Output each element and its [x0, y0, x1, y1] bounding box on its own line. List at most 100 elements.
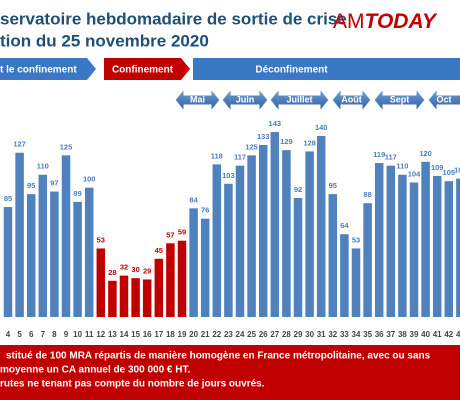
value-label: 30 [131, 265, 139, 274]
value-label: 117 [385, 153, 397, 162]
x-tick-label: 7 [41, 330, 46, 339]
footnote: rutes ne tenant pas compte du nombre de … [0, 379, 265, 390]
bar [316, 135, 326, 317]
value-label: 140 [315, 123, 328, 132]
x-tick-label: 30 [305, 330, 314, 339]
footnote: stitué de 100 MRA répartis de manière ho… [6, 351, 431, 362]
month-arrow [269, 87, 330, 113]
month-arrow [373, 87, 426, 113]
value-label: 32 [120, 263, 128, 272]
x-tick-label: 39 [410, 330, 419, 339]
bar [108, 280, 117, 317]
x-tick-label: 23 [224, 330, 233, 339]
bar [258, 144, 268, 317]
bar [131, 278, 140, 317]
bar [96, 248, 106, 317]
x-tick-label: 31 [317, 330, 326, 339]
value-label: 133 [257, 132, 270, 141]
x-tick-label: 36 [375, 330, 384, 339]
bar [421, 161, 430, 317]
x-tick-label: 25 [247, 330, 256, 339]
x-tick-label: 8 [52, 330, 57, 339]
bar [328, 194, 338, 317]
bar [200, 218, 210, 317]
bar [444, 181, 454, 317]
bar [270, 132, 280, 317]
month-label: Mai [190, 94, 205, 104]
x-tick-label: 5 [17, 330, 22, 339]
bar [119, 275, 129, 317]
x-tick-label: 29 [294, 330, 303, 339]
bar [456, 178, 460, 317]
value-label: 64 [340, 221, 349, 230]
value-label: 107 [454, 166, 460, 175]
x-tick-label: 17 [154, 330, 163, 339]
bar [398, 174, 407, 317]
bar [432, 176, 442, 317]
bar [38, 174, 48, 317]
bar [84, 187, 94, 317]
phase-label: Confinement [112, 65, 174, 76]
bar [142, 279, 152, 317]
footer-band [0, 345, 460, 400]
value-label: 59 [178, 228, 186, 237]
bar [189, 208, 198, 317]
footnote: moyenne un CA annuel de 300 000 € HT. [0, 365, 190, 376]
bar [247, 155, 256, 317]
bar [305, 151, 314, 317]
x-tick-label: 11 [85, 330, 94, 339]
value-label: 95 [27, 181, 35, 190]
x-tick-label: 4 [6, 330, 11, 339]
x-tick-label: 26 [259, 330, 268, 339]
bar [73, 201, 82, 317]
x-tick-label: 16 [143, 330, 152, 339]
chart-subtitle: tion du 25 novembre 2020 [0, 31, 209, 50]
value-label: 117 [234, 153, 246, 162]
bar [363, 203, 372, 317]
bar [386, 165, 396, 317]
value-label: 104 [408, 169, 421, 178]
bar [26, 194, 36, 317]
x-tick-label: 35 [363, 330, 372, 339]
bar [374, 163, 384, 317]
bar [212, 164, 222, 317]
value-label: 92 [294, 185, 302, 194]
value-label: 125 [60, 142, 73, 151]
value-label: 128 [303, 138, 316, 147]
bar [177, 240, 187, 317]
value-label: 103 [222, 171, 235, 180]
value-label: 125 [245, 142, 258, 151]
value-label: 89 [73, 189, 81, 198]
bar [154, 258, 164, 317]
value-label: 29 [143, 266, 151, 275]
month-label: Sept [390, 94, 410, 104]
month-arrow [427, 87, 460, 113]
value-label: 28 [108, 268, 116, 277]
x-tick-label: 42 [444, 330, 453, 339]
value-label: 110 [396, 162, 408, 171]
x-tick-label: 32 [328, 330, 337, 339]
x-tick-label: 13 [108, 330, 117, 339]
x-tick-label: 12 [96, 330, 105, 339]
month-arrow [174, 87, 221, 113]
value-label: 97 [50, 179, 58, 188]
bar [3, 207, 13, 317]
x-tick-label: 20 [189, 330, 198, 339]
x-tick-label: 33 [340, 330, 349, 339]
bar [50, 191, 59, 317]
x-tick-label: 18 [166, 330, 175, 339]
month-label: Oct [436, 94, 451, 104]
bar [15, 152, 24, 317]
month-label: Juillet [286, 94, 312, 104]
phase-label: t le confinement [0, 65, 77, 76]
x-tick-label: 41 [433, 330, 442, 339]
value-label: 88 [363, 190, 371, 199]
phase-arrow [193, 58, 460, 80]
bar [166, 243, 175, 317]
value-label: 109 [431, 163, 444, 172]
logo-right: TODAY [365, 10, 439, 33]
bar [340, 234, 349, 317]
x-tick-label: 6 [29, 330, 34, 339]
value-label: 129 [280, 137, 293, 146]
